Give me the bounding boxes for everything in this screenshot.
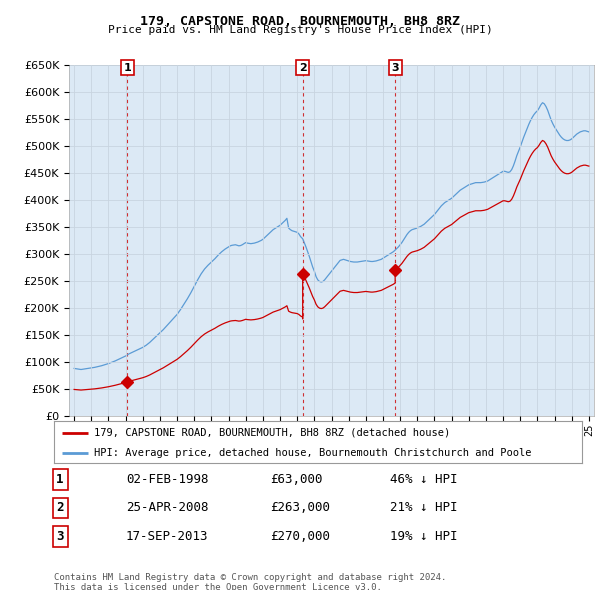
Text: 179, CAPSTONE ROAD, BOURNEMOUTH, BH8 8RZ (detached house): 179, CAPSTONE ROAD, BOURNEMOUTH, BH8 8RZ…	[94, 428, 450, 438]
Text: 19% ↓ HPI: 19% ↓ HPI	[390, 530, 458, 543]
Text: Contains HM Land Registry data © Crown copyright and database right 2024.: Contains HM Land Registry data © Crown c…	[54, 573, 446, 582]
Text: 21% ↓ HPI: 21% ↓ HPI	[390, 502, 458, 514]
Text: £270,000: £270,000	[270, 530, 330, 543]
Text: Price paid vs. HM Land Registry's House Price Index (HPI): Price paid vs. HM Land Registry's House …	[107, 25, 493, 35]
Text: 17-SEP-2013: 17-SEP-2013	[126, 530, 209, 543]
Text: 1: 1	[56, 473, 64, 486]
Text: 3: 3	[56, 530, 64, 543]
Text: £263,000: £263,000	[270, 502, 330, 514]
Text: 2: 2	[299, 63, 307, 73]
Text: £63,000: £63,000	[270, 473, 323, 486]
Text: 25-APR-2008: 25-APR-2008	[126, 502, 209, 514]
Text: 2: 2	[56, 502, 64, 514]
Text: This data is licensed under the Open Government Licence v3.0.: This data is licensed under the Open Gov…	[54, 583, 382, 590]
Text: 46% ↓ HPI: 46% ↓ HPI	[390, 473, 458, 486]
Text: 179, CAPSTONE ROAD, BOURNEMOUTH, BH8 8RZ: 179, CAPSTONE ROAD, BOURNEMOUTH, BH8 8RZ	[140, 15, 460, 28]
Text: 3: 3	[391, 63, 399, 73]
Text: HPI: Average price, detached house, Bournemouth Christchurch and Poole: HPI: Average price, detached house, Bour…	[94, 448, 531, 457]
Text: 02-FEB-1998: 02-FEB-1998	[126, 473, 209, 486]
Text: 1: 1	[123, 63, 131, 73]
